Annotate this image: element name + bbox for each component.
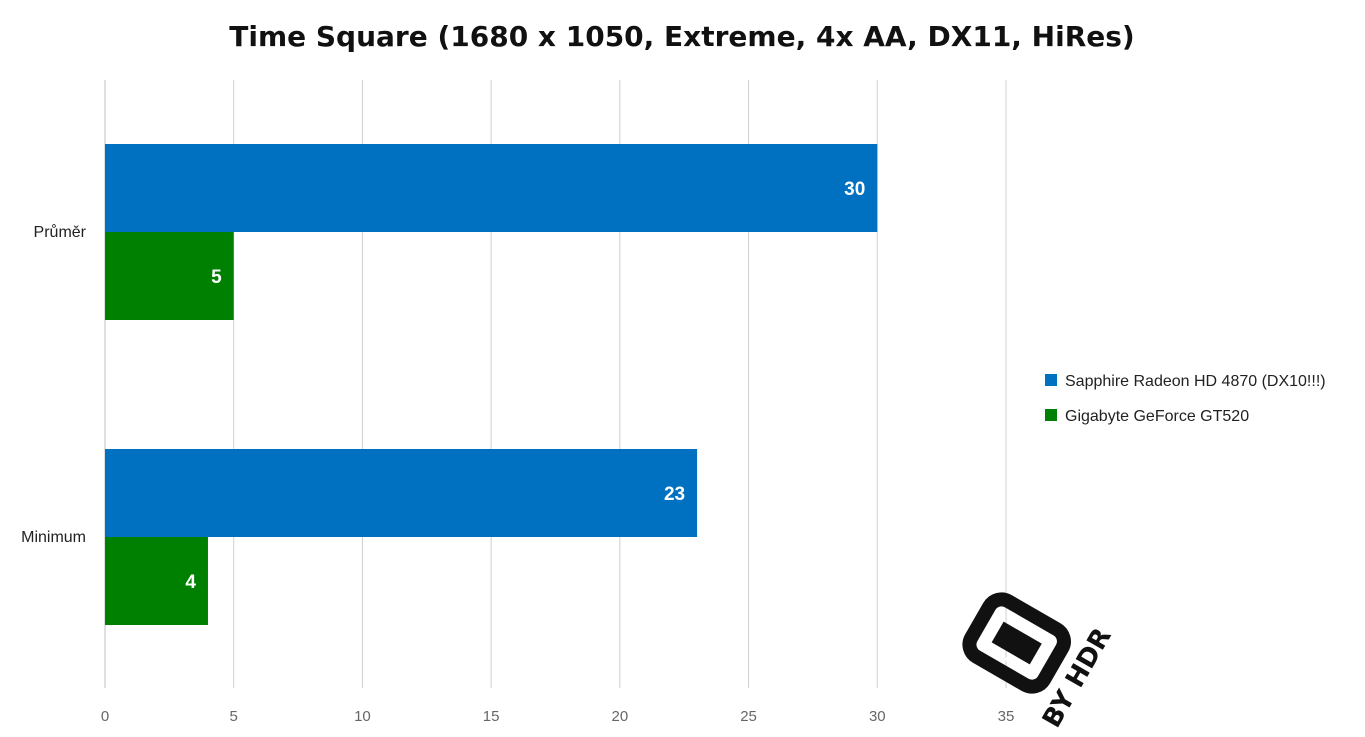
x-tick-label: 35: [998, 708, 1015, 725]
legend-item: Gigabyte GeForce GT520: [1065, 408, 1249, 425]
x-tick-label: 10: [354, 708, 371, 725]
category-label: Minimum: [21, 529, 86, 546]
legend-swatch: [1045, 374, 1057, 386]
x-tick-label: 0: [101, 708, 109, 725]
chart-title: Time Square (1680 x 1050, Extreme, 4x AA…: [229, 20, 1134, 53]
data-label: 30: [844, 179, 865, 200]
legend-item: Sapphire Radeon HD 4870 (DX10!!!): [1065, 373, 1326, 390]
data-label: 4: [185, 572, 196, 593]
category-labels: Průměr Minimum: [21, 223, 87, 546]
x-tick-label: 5: [230, 708, 238, 725]
bars: 30 5 23 4: [105, 144, 878, 625]
x-tick-label: 30: [869, 708, 886, 725]
bar: [105, 144, 878, 232]
bar: [105, 232, 234, 320]
legend: Sapphire Radeon HD 4870 (DX10!!!) Gigabyt…: [1045, 373, 1326, 425]
x-tick-label: 15: [483, 708, 500, 725]
x-tick-label: 25: [740, 708, 757, 725]
data-label: 5: [211, 267, 222, 288]
legend-swatch: [1045, 409, 1057, 421]
bar: [105, 449, 698, 537]
watermark-logo: BY HDR: [962, 592, 1118, 733]
category-label: Průměr: [34, 223, 87, 241]
x-tick-labels: 0 5 10 15 20 25 30 35: [101, 708, 1015, 725]
x-tick-label: 20: [612, 708, 629, 725]
grunge-logo-icon: [962, 592, 1071, 694]
bar: [105, 537, 208, 625]
data-label: 23: [664, 484, 685, 505]
